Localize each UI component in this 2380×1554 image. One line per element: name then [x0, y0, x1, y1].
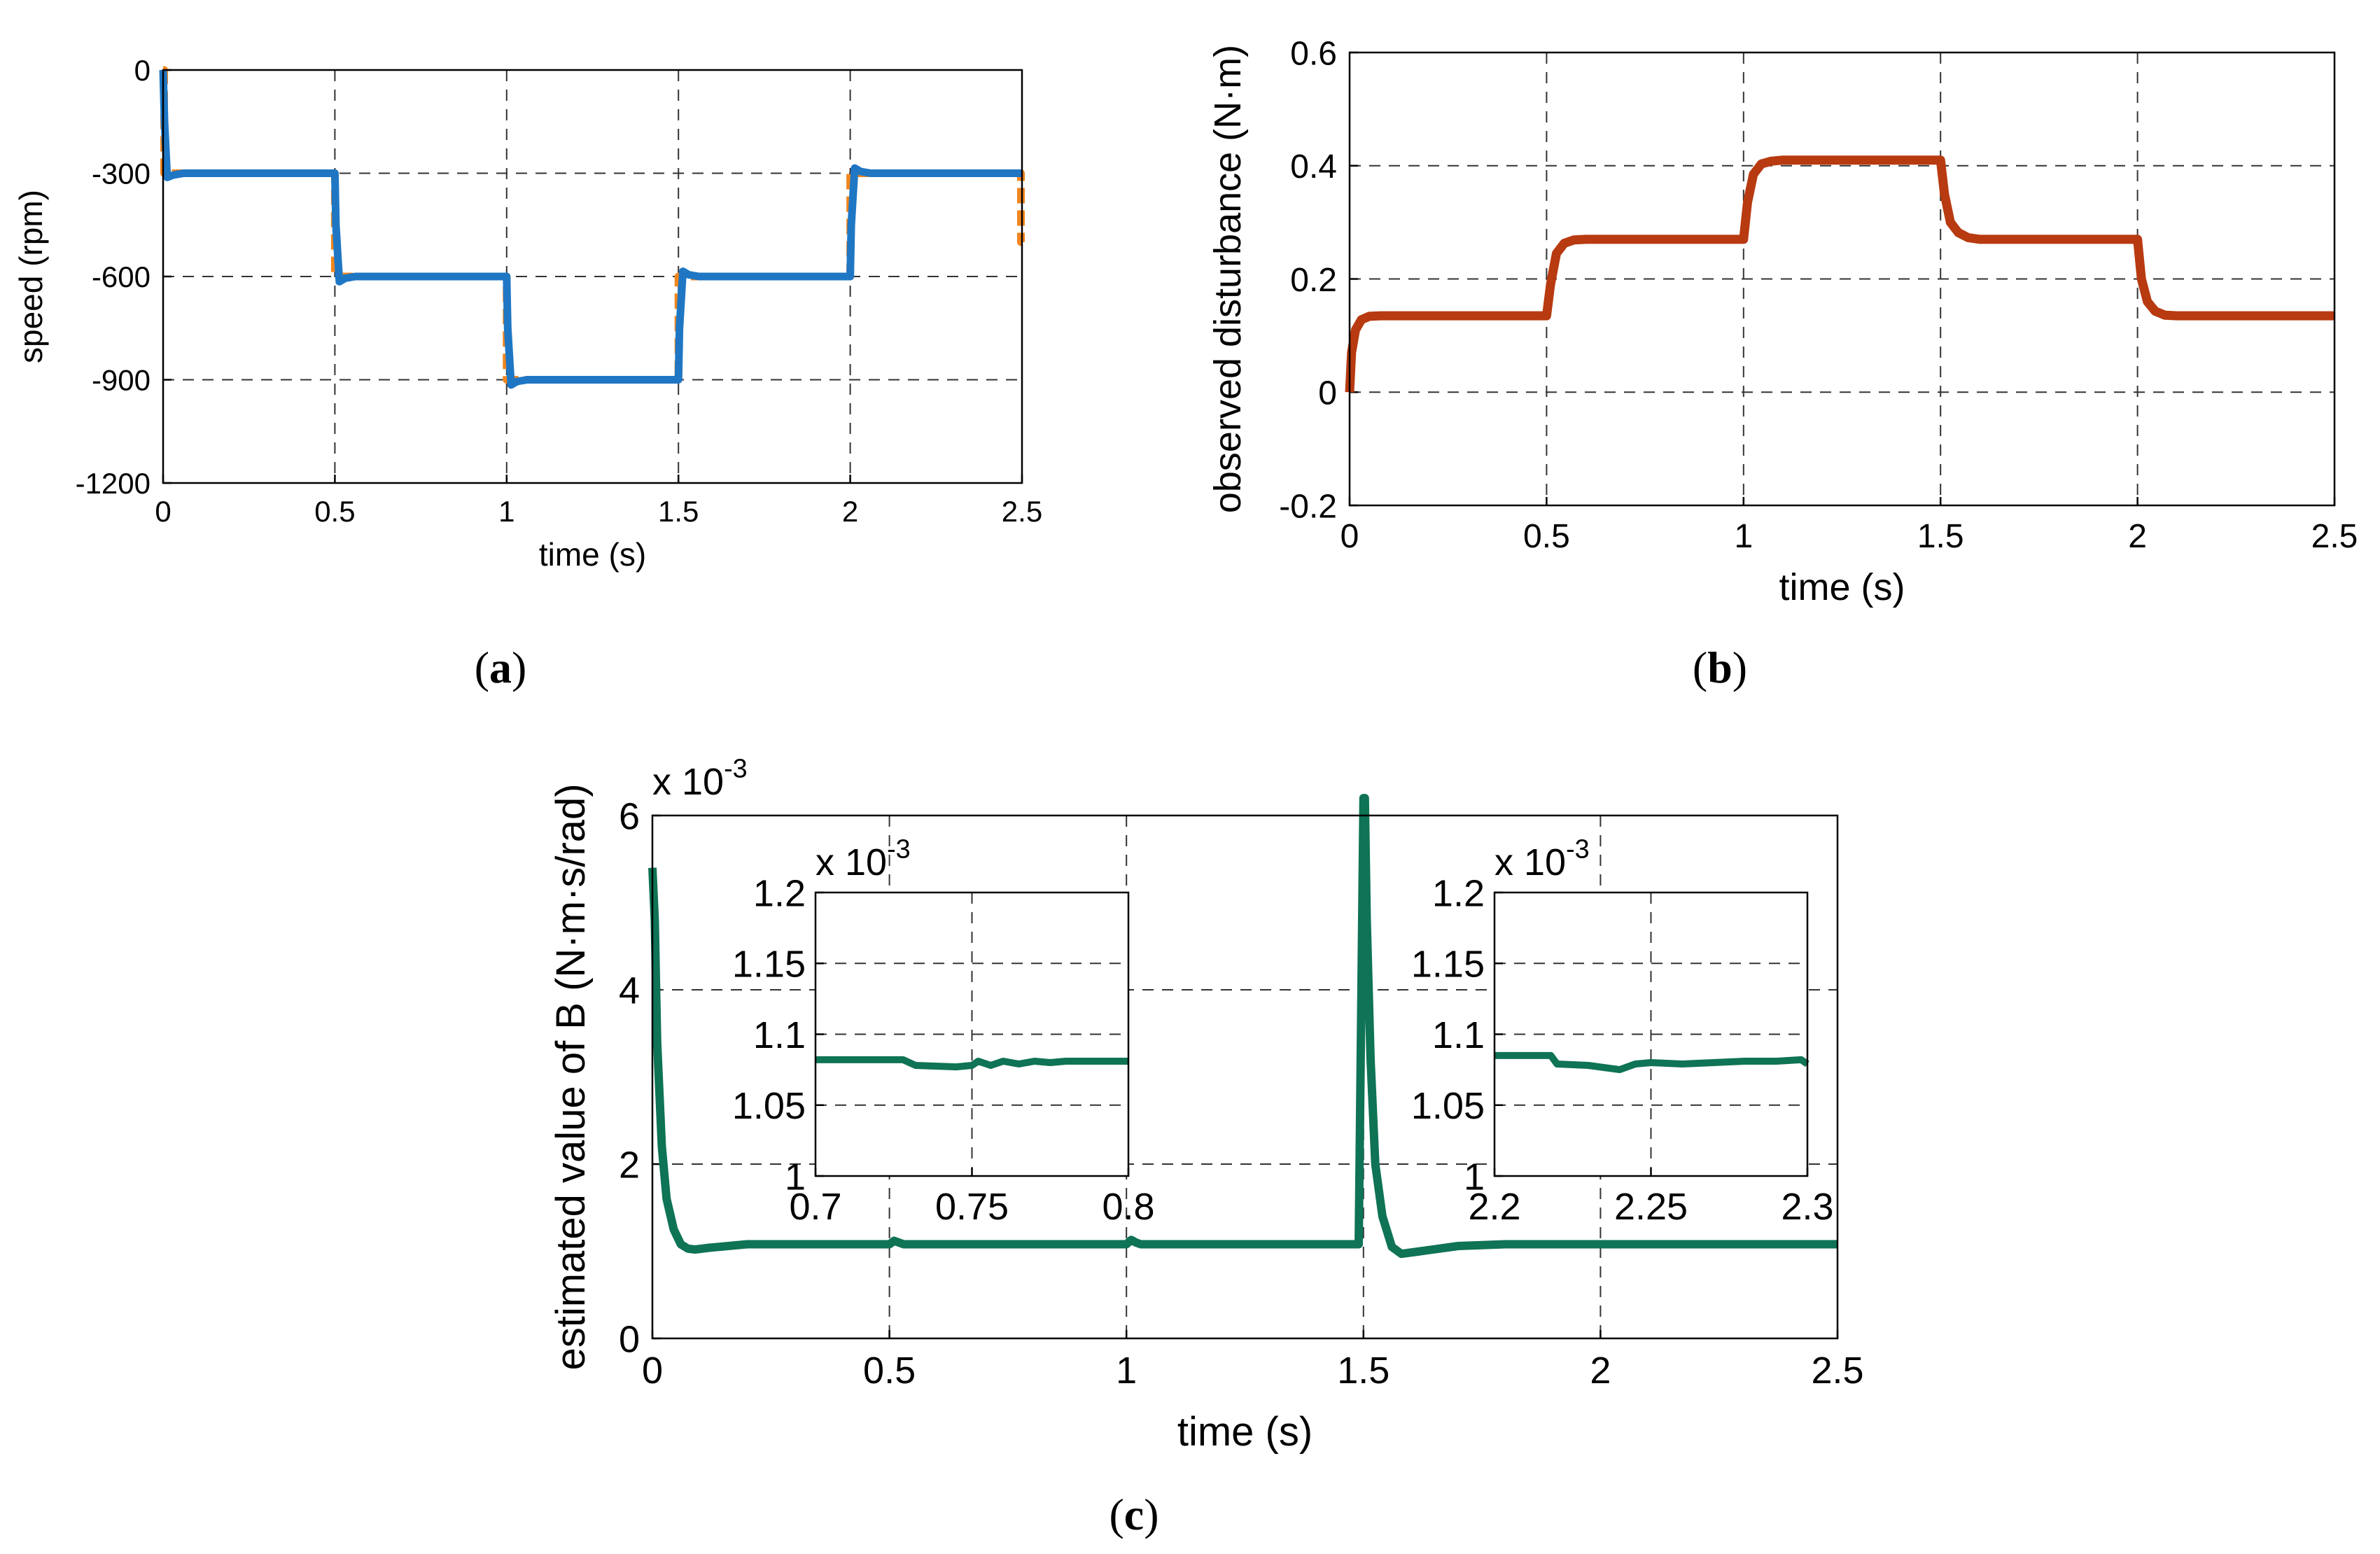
chart-c-inset-1-ytick-label: 1.05: [1411, 1085, 1485, 1127]
chart-c-panel-label: (c): [1109, 1490, 1158, 1539]
chart-c-inset-1-series-line-0: [1494, 1051, 1809, 1074]
chart-c-inset-0-frame: [814, 891, 1130, 1177]
chart-c-inset-1-xtick-label: 2.25: [1614, 1186, 1688, 1228]
chart-c-inset-1-ytick-label: 1.15: [1411, 944, 1485, 986]
chart-c-inset-0-scale-factor: x 10-3: [816, 835, 911, 883]
chart-c-xtick-label: 1: [1116, 1350, 1137, 1392]
chart-c-inset-0-ytick-label: 1.05: [732, 1085, 806, 1127]
chart-b-xlabel: time (s): [1779, 566, 1905, 608]
chart-b-ylabel: observed disturbance (N·m): [1207, 45, 1249, 513]
chart-a-xtick-label: 2: [842, 495, 858, 528]
chart-c-inset-1-ytick-label: 1.1: [1432, 1014, 1485, 1056]
chart-c-scale-factor: x 10-3: [652, 755, 748, 803]
chart-b-xtick-label: 2: [2128, 518, 2147, 555]
chart-b-xtick-label: 0.5: [1523, 518, 1570, 555]
chart-c-inset-1-frame: [1493, 891, 1809, 1177]
chart-b-xtick-label: 2.5: [2311, 518, 2358, 555]
chart-a-xtick-label: 1.5: [658, 495, 699, 528]
chart-b-ytick-label: 0.6: [1290, 35, 1337, 72]
chart-a-series-line-1: [159, 69, 1022, 389]
chart-a-ytick-label: 0: [134, 54, 150, 87]
chart-c-inset-0-axes: 0.7 0.75 0.8 1 1.05 1.1 1.15 1.2: [732, 872, 1155, 1228]
chart-c-inset-0-xtick-label: 0.7: [789, 1186, 841, 1228]
chart-c-ytick-label: 4: [619, 969, 640, 1011]
chart-b-axes: 0 0.5 1 1.5 2 2.5-0.200.20.40.6: [1279, 35, 2358, 555]
chart-b-xtick-label: 1: [1734, 518, 1753, 555]
chart-c-xtick-label: 2: [1590, 1350, 1611, 1392]
chart-c-inset-0-ytick-label: 1: [785, 1156, 806, 1198]
chart-a-ytick-label: -300: [92, 158, 150, 190]
chart-a-ytick-label: -900: [92, 364, 150, 397]
chart-c-ytick-label: 2: [619, 1144, 640, 1186]
chart-c-inset-0-ytick-label: 1.1: [753, 1014, 806, 1056]
chart-c-ytick-label: 0: [619, 1318, 640, 1360]
chart-a-xlabel: time (s): [539, 536, 646, 573]
chart-c-inset-0-series-line-0: [816, 1056, 1128, 1071]
chart-c-xtick-label: 2.5: [1811, 1350, 1863, 1392]
chart-b-ytick-label: 0.2: [1290, 262, 1337, 299]
chart-b-ytick-label: 0.4: [1290, 148, 1337, 186]
chart-c-series-line-0: [648, 794, 1837, 1259]
chart-a-xtick-label: 1: [498, 495, 514, 528]
chart-a-panel-label: (a): [475, 643, 527, 692]
chart-c-inset-1-scale-factor: x 10-3: [1494, 835, 1590, 883]
chart-a-xtick-label: 0: [155, 495, 171, 528]
chart-a-xtick-label: 2.5: [1002, 495, 1042, 528]
chart-c-inset-1-xtick-label: 2.3: [1781, 1186, 1833, 1228]
chart-c-inset-1-ytick-label: 1: [1464, 1156, 1485, 1198]
chart-b-xtick-label: 1.5: [1917, 518, 1964, 555]
chart-c-inset-0-xtick-label: 0.8: [1102, 1186, 1154, 1228]
chart-a-xtick-label: 0.5: [314, 495, 355, 528]
chart-c-frame: [651, 814, 1839, 1340]
chart-a-ytick-label: -1200: [76, 467, 150, 500]
chart-c-xtick-label: 0.5: [863, 1350, 916, 1392]
chart-c-xtick-label: 1.5: [1337, 1350, 1390, 1392]
chart-b-ytick-label: -0.2: [1279, 488, 1337, 525]
chart-a-ytick-label: -600: [92, 260, 150, 293]
chart-a-ylabel: speed (rpm): [13, 190, 49, 363]
chart-c-inset-1-ytick-label: 1.2: [1432, 872, 1485, 914]
chart-c-ytick-label: 6: [619, 795, 640, 837]
chart-b-panel-label: (b): [1693, 643, 1747, 692]
chart-c-ylabel: estimated value of B (N·m·s/rad): [548, 783, 594, 1370]
chart-b-frame: [1348, 51, 2336, 507]
chart-c-inset-1-xtick-label: 2.2: [1468, 1186, 1520, 1228]
chart-b-series-line-0: [1345, 155, 2334, 393]
chart-c-xlabel: time (s): [1177, 1409, 1312, 1455]
chart-c-inset-1-axes: 2.2 2.25 2.3 1 1.05 1.1 1.15 1.2: [1411, 872, 1834, 1228]
chart-a-frame: [162, 69, 1023, 484]
chart-c-inset-0-xtick-label: 0.75: [935, 1186, 1009, 1228]
chart-c-xtick-label: 0: [642, 1350, 663, 1392]
chart-c-inset-0-ytick-label: 1.15: [732, 944, 806, 986]
chart-a-axes: 0 0.5 1 1.5 2 2.5 0 -300 -600 -900 -1200: [76, 54, 1043, 528]
chart-b-ytick-label: 0: [1318, 375, 1337, 412]
chart-c-inset-0-ytick-label: 1.2: [753, 872, 806, 914]
chart-b-xtick-label: 0: [1340, 518, 1359, 555]
